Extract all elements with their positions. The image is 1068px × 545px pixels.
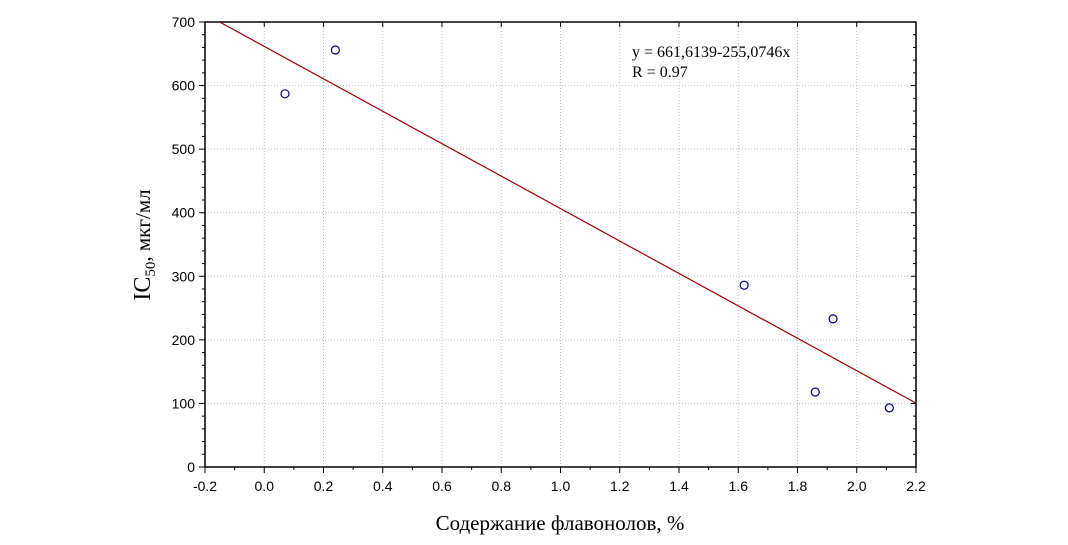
- regression-equation: y = 661,6139-255,0746x: [632, 44, 790, 61]
- x-tick-label: 0.2: [314, 478, 334, 494]
- x-tick-label: 1.8: [788, 478, 808, 494]
- x-tick-label: 1.6: [729, 478, 749, 494]
- y-tick-label: 600: [172, 78, 196, 94]
- data-point: [330, 45, 340, 55]
- regression-line: [219, 21, 917, 404]
- x-tick-label: 1.4: [669, 478, 689, 494]
- x-tick-label: 2.0: [847, 478, 867, 494]
- y-tick-label: 400: [172, 205, 196, 221]
- data-point: [739, 280, 749, 290]
- x-tick-label: 2.2: [906, 478, 926, 494]
- y-tick-label: 0: [187, 459, 195, 475]
- x-tick-label: 0.8: [492, 478, 512, 494]
- x-tick-label: 0.0: [255, 478, 275, 494]
- y-tick-label: 100: [172, 395, 196, 411]
- x-tick-label: 1.2: [610, 478, 630, 494]
- x-tick-label: 0.4: [373, 478, 393, 494]
- x-tick-label: 0.6: [432, 478, 452, 494]
- y-tick-label: 500: [172, 141, 196, 157]
- correlation-label: R = 0.97: [632, 64, 688, 81]
- x-tick-label: -0.2: [193, 478, 217, 494]
- y-tick-label: 300: [172, 268, 196, 284]
- data-point: [810, 387, 820, 397]
- data-point: [884, 403, 894, 413]
- data-point: [280, 89, 290, 99]
- data-point: [828, 314, 838, 324]
- y-tick-label: 700: [172, 14, 196, 30]
- y-axis-label: IC50, мкг/мл: [130, 189, 159, 300]
- y-tick-label: 200: [172, 332, 196, 348]
- x-tick-label: 1.0: [551, 478, 571, 494]
- plot-frame: [204, 21, 917, 468]
- x-axis-label: Содержание флавонолов, %: [436, 511, 685, 535]
